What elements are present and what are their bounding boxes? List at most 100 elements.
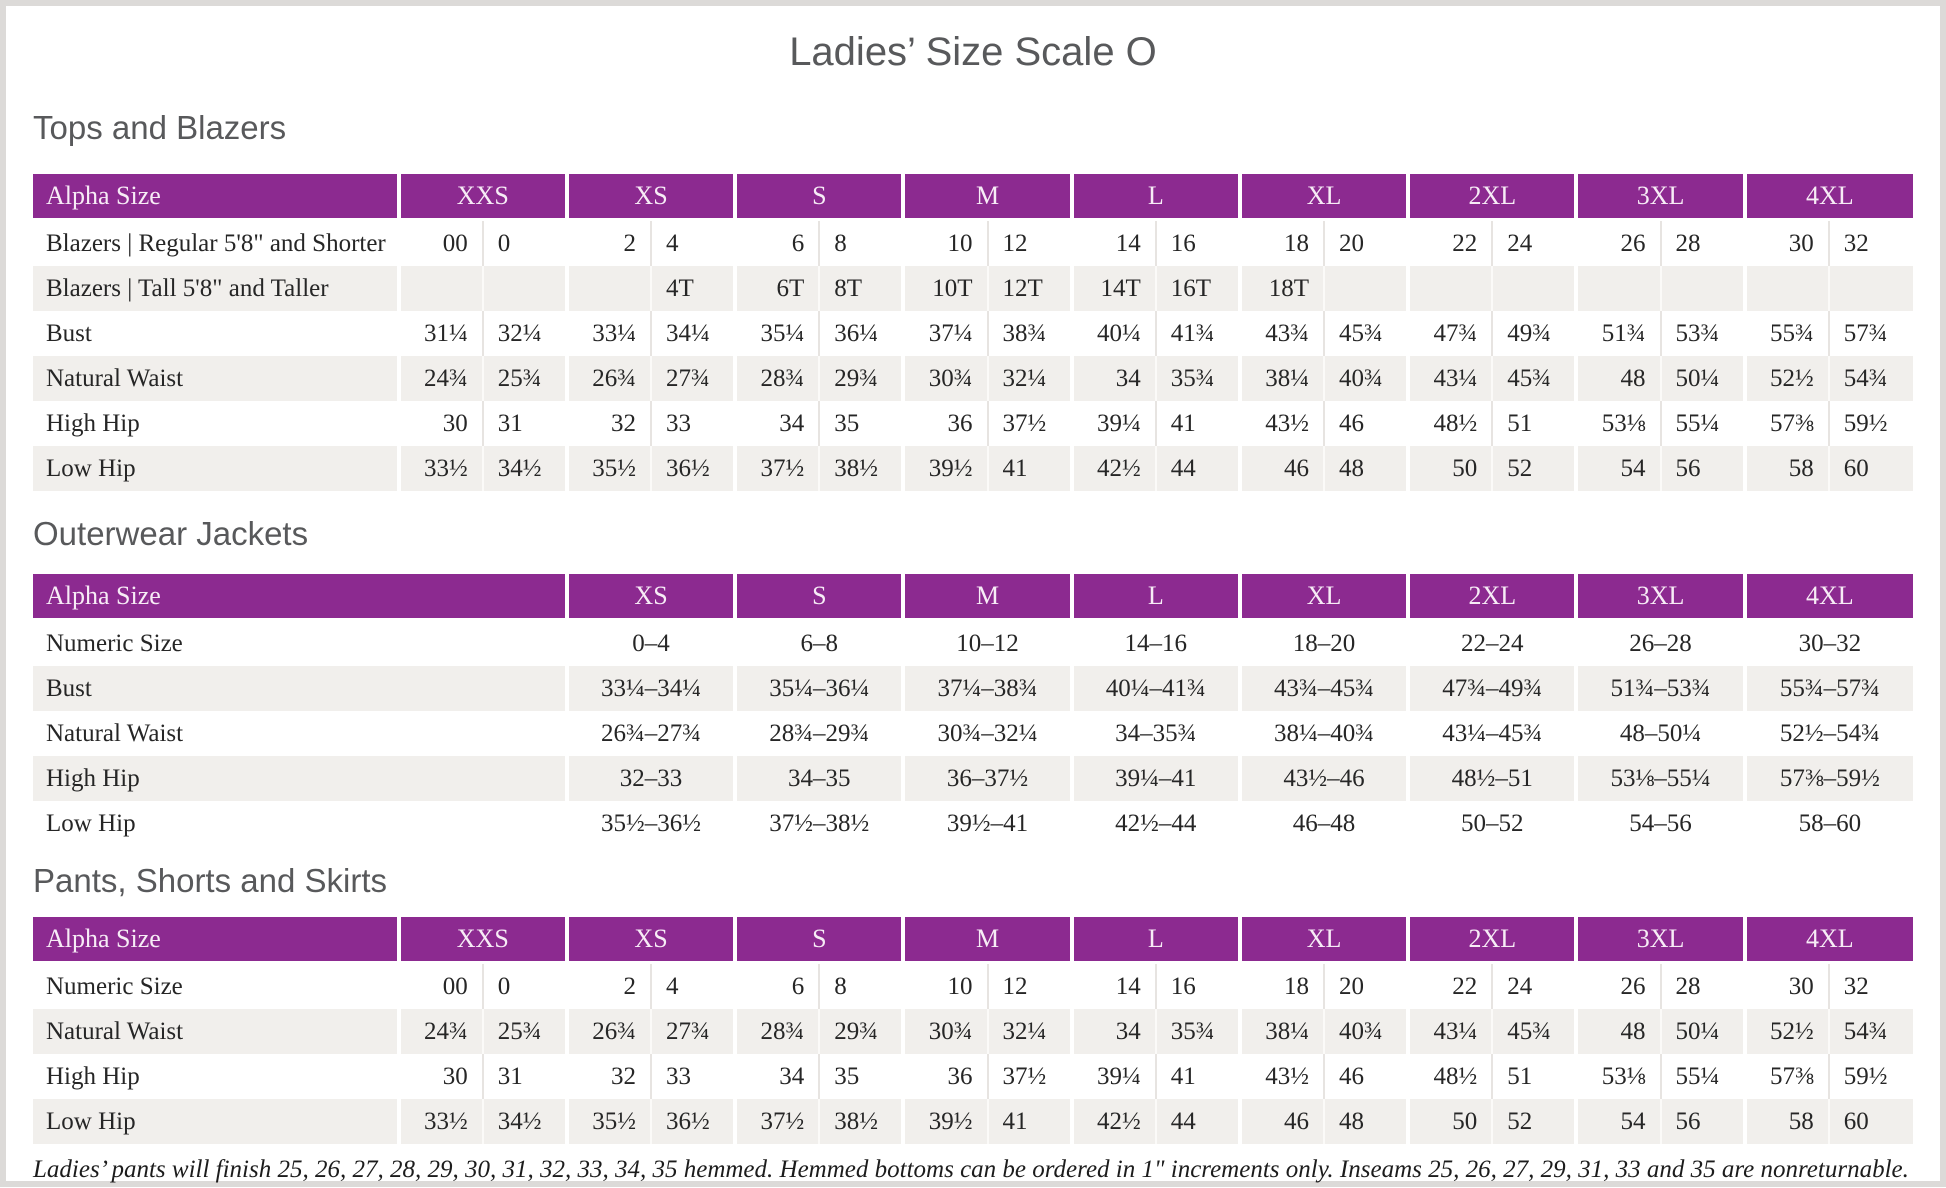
row-label: High Hip bbox=[46, 1062, 140, 1090]
size-group-header: XL bbox=[1237, 174, 1409, 221]
size-value-cell: 50 bbox=[1406, 446, 1493, 491]
size-group-header: XXS bbox=[396, 917, 567, 964]
size-value-cell: 30¾–32¼ bbox=[901, 711, 1072, 756]
row-label: Low Hip bbox=[46, 809, 136, 837]
size-value-cell: 38¼ bbox=[1237, 1009, 1325, 1054]
size-value-cell: 51¾ bbox=[1574, 311, 1661, 356]
size-value-cell: 30 bbox=[396, 1054, 483, 1099]
size-value-cell: 32¼ bbox=[986, 1009, 1072, 1054]
size-value-cell: 36½ bbox=[650, 446, 736, 491]
size-value-cell: 52 bbox=[1491, 1099, 1577, 1144]
size-value-cell: 36 bbox=[901, 401, 988, 446]
size-value-cell: 20 bbox=[1323, 219, 1409, 266]
size-value-cell: 31¼ bbox=[396, 311, 483, 356]
size-value-cell: 41 bbox=[986, 446, 1072, 491]
size-table: Alpha Size XXS XS S M L XL 2XL 3XL 4XL Blazers | R… bbox=[33, 174, 1913, 491]
size-value-cell: 12 bbox=[986, 219, 1072, 266]
row-label: High Hip bbox=[46, 409, 140, 437]
size-value-cell: 55¼ bbox=[1659, 1054, 1745, 1099]
size-value-cell: 35¾ bbox=[1154, 1009, 1240, 1054]
table-row: Numeric Size 00 0 2 4 6 8 10 12 14 16 18 20 22 24 26 28 3… bbox=[33, 962, 1913, 1009]
size-value-cell: 37½ bbox=[986, 401, 1072, 446]
size-value-cell: 48½ bbox=[1406, 401, 1493, 446]
size-value-cell: 22–24 bbox=[1406, 619, 1577, 666]
size-value-cell: 00 bbox=[396, 962, 483, 1009]
size-table: Alpha Size XXS XS S M L XL 2XL 3XL 4XL Numeric Siz… bbox=[33, 917, 1913, 1144]
row-label: Numeric Size bbox=[46, 972, 183, 1000]
size-value-cell: 52½–54¾ bbox=[1742, 711, 1913, 756]
footnote: Ladies’ pants will finish 25, 26, 27, 28… bbox=[33, 1156, 1909, 1183]
size-value-cell: 24¾ bbox=[396, 356, 483, 401]
size-value-cell: 35 bbox=[818, 1054, 904, 1099]
size-value-cell: 40¾ bbox=[1323, 356, 1409, 401]
size-value-cell: 8T bbox=[818, 266, 904, 311]
size-value-cell: 26 bbox=[1574, 219, 1661, 266]
size-group-header: XXS bbox=[396, 174, 567, 221]
size-value-cell: 51 bbox=[1491, 1054, 1577, 1099]
size-value-cell: 50¼ bbox=[1659, 1009, 1745, 1054]
size-value-cell: 51¾–53¾ bbox=[1574, 666, 1745, 711]
size-group-header: 4XL bbox=[1742, 174, 1913, 221]
size-value-cell: 14T bbox=[1069, 266, 1156, 311]
page-title: Ladies’ Size Scale O bbox=[789, 30, 1157, 74]
size-value-cell: 43¼–45¾ bbox=[1406, 711, 1577, 756]
size-value-cell: 43½ bbox=[1237, 401, 1325, 446]
size-group-header: S bbox=[733, 917, 904, 964]
row-label: Bust bbox=[46, 674, 92, 702]
size-value-cell: 50¼ bbox=[1659, 356, 1745, 401]
size-value-cell: 28¾–29¾ bbox=[733, 711, 904, 756]
size-value-cell: 32 bbox=[564, 1054, 652, 1099]
size-value-cell bbox=[1491, 266, 1577, 311]
size-value-cell: 6 bbox=[733, 962, 820, 1009]
size-value-cell: 48 bbox=[1574, 1009, 1661, 1054]
size-value-cell: 39½ bbox=[901, 1099, 988, 1144]
size-value-cell: 47¾ bbox=[1406, 311, 1493, 356]
size-value-cell: 33 bbox=[650, 401, 736, 446]
size-group-header: M bbox=[901, 574, 1072, 621]
size-value-cell: 35½–36½ bbox=[564, 801, 736, 846]
table-row: Low Hip 33½ 34½ 35½ 36½ 37½ 38½ 39½ 41 42½ 44 46 48 5… bbox=[33, 446, 1913, 491]
size-value-cell: 18–20 bbox=[1237, 619, 1409, 666]
row-label: Low Hip bbox=[46, 1107, 136, 1135]
size-value-cell: 48½ bbox=[1406, 1054, 1493, 1099]
size-value-cell: 33½ bbox=[396, 446, 483, 491]
size-value-cell: 36¼ bbox=[818, 311, 904, 356]
size-value-cell: 43½–46 bbox=[1237, 756, 1409, 801]
size-value-cell: 34½ bbox=[481, 1099, 567, 1144]
size-value-cell: 58–60 bbox=[1742, 801, 1913, 846]
size-value-cell: 34 bbox=[1069, 1009, 1156, 1054]
size-value-cell: 34 bbox=[733, 1054, 820, 1099]
size-value-cell: 56 bbox=[1659, 446, 1745, 491]
size-value-cell: 43¼ bbox=[1406, 1009, 1493, 1054]
size-value-cell: 41 bbox=[1154, 1054, 1240, 1099]
row-label: Blazers | Regular 5'8" and Shorter bbox=[46, 229, 386, 257]
size-value-cell bbox=[1323, 266, 1409, 311]
table-row: Numeric Size 0–4 6–8 10–12 14–16 18–20 22–24 26… bbox=[33, 619, 1913, 666]
size-value-cell: 42½ bbox=[1069, 1099, 1156, 1144]
size-value-cell: 16T bbox=[1154, 266, 1240, 311]
size-value-cell: 35 bbox=[818, 401, 904, 446]
size-value-cell: 38¼ bbox=[1237, 356, 1325, 401]
size-value-cell: 60 bbox=[1827, 446, 1913, 491]
table-row: High Hip 30 31 32 33 34 35 36 37½ 39¼ 41 43½ 46 48½ 51… bbox=[33, 1054, 1913, 1099]
size-group-header: 3XL bbox=[1574, 917, 1745, 964]
size-value-cell: 4 bbox=[650, 219, 736, 266]
size-value-cell: 25¾ bbox=[481, 356, 567, 401]
size-value-cell: 36–37½ bbox=[901, 756, 1072, 801]
size-value-cell: 40¼–41¾ bbox=[1069, 666, 1240, 711]
size-value-cell: 49¾ bbox=[1491, 311, 1577, 356]
size-value-cell: 32 bbox=[1827, 962, 1913, 1009]
size-value-cell: 31 bbox=[481, 1054, 567, 1099]
size-value-cell: 38½ bbox=[818, 1099, 904, 1144]
size-value-cell: 24 bbox=[1491, 962, 1577, 1009]
page: Ladies’ Size Scale O Tops and Blazers Alp… bbox=[6, 28, 1940, 1188]
size-value-cell: 8 bbox=[818, 219, 904, 266]
size-group-header: 3XL bbox=[1574, 174, 1745, 221]
size-value-cell: 8 bbox=[818, 962, 904, 1009]
size-group-header: XL bbox=[1237, 917, 1409, 964]
size-value-cell: 56 bbox=[1659, 1099, 1745, 1144]
table-row: Blazers | Regular 5'8" and Shorter 00 0 2 4 6… bbox=[33, 219, 1913, 266]
size-value-cell: 30 bbox=[1742, 962, 1829, 1009]
row-label: Natural Waist bbox=[46, 364, 184, 392]
section-title: Pants, Shorts and Skirts bbox=[33, 862, 387, 899]
